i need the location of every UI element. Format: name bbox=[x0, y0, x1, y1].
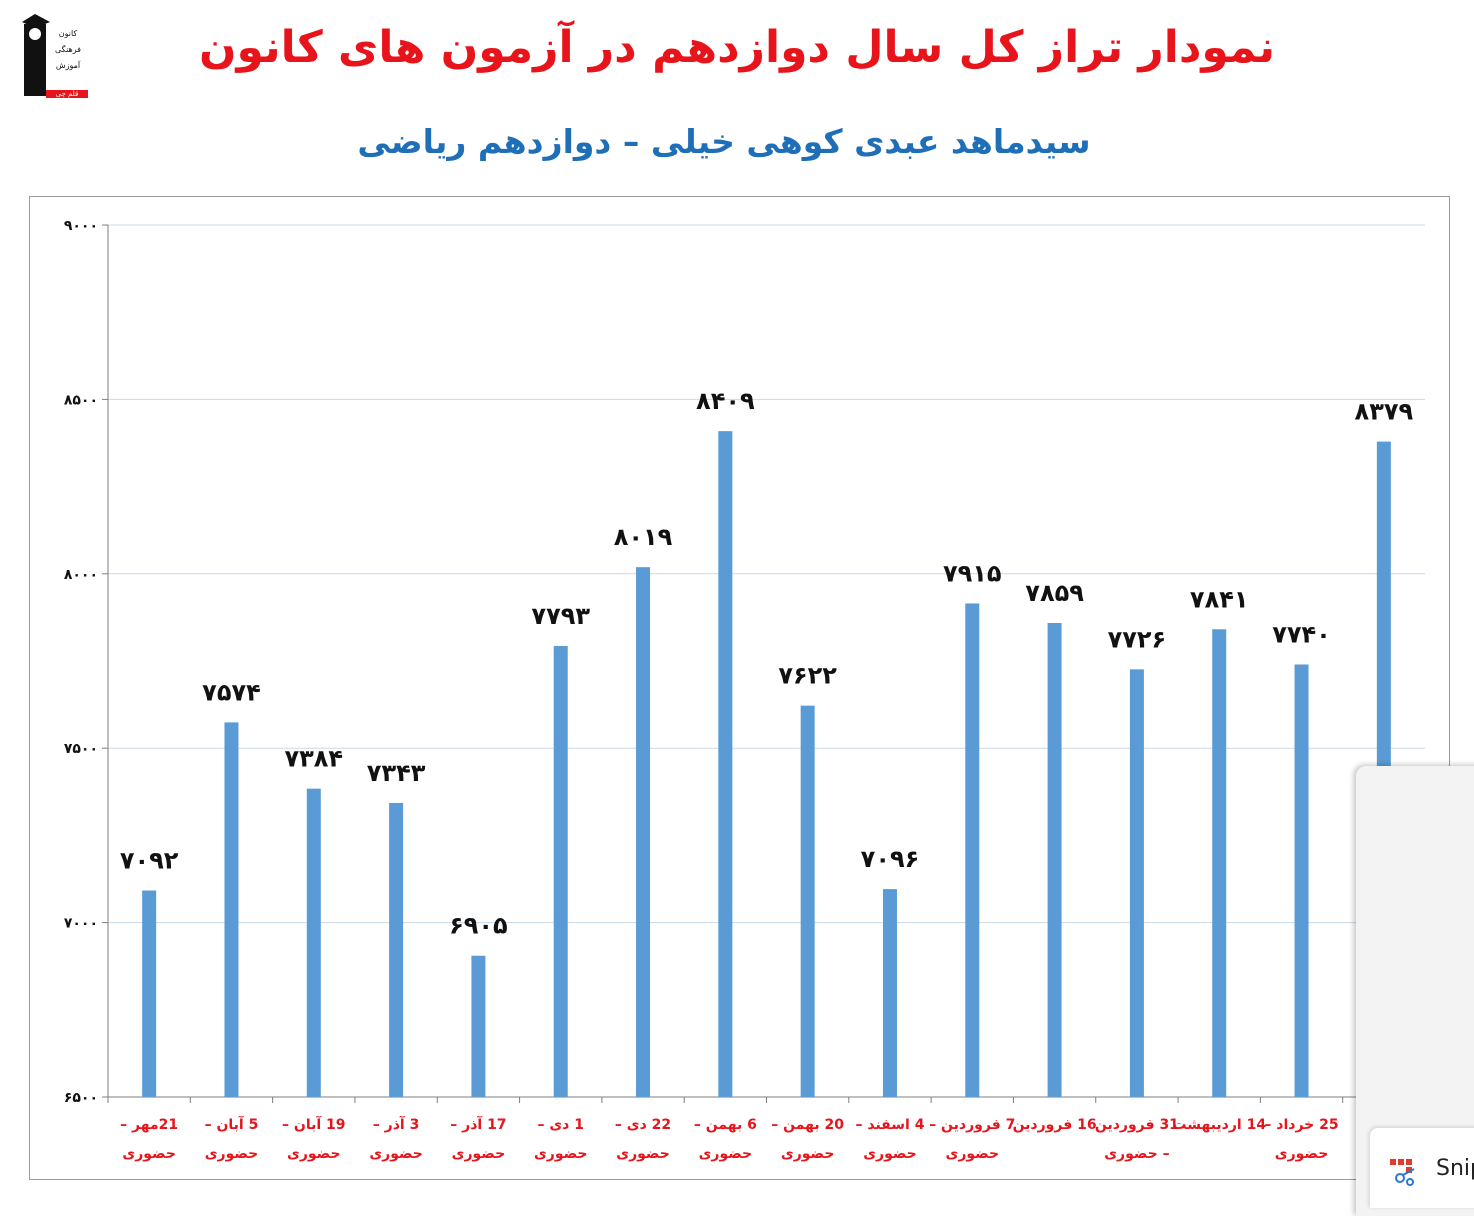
x-tick-label: 6 بهمن – bbox=[694, 1117, 757, 1133]
x-tick-label: حضوری bbox=[369, 1146, 423, 1162]
data-label: ۸۴۰۹ bbox=[696, 387, 755, 415]
data-label: ۷۰۹۲ bbox=[120, 847, 179, 875]
bar bbox=[882, 889, 897, 1097]
x-tick-label: 22 دی – bbox=[615, 1117, 671, 1133]
x-tick-label: – حضوری bbox=[1104, 1146, 1169, 1162]
data-label: ۶۹۰۵ bbox=[449, 912, 508, 940]
x-tick-label: 31 فروردین bbox=[1095, 1117, 1179, 1133]
bar bbox=[1212, 629, 1227, 1097]
y-tick-label: ۶۵۰۰ bbox=[64, 1090, 98, 1106]
logo-text-1: کانون bbox=[59, 29, 78, 38]
x-tick-label: حضوری bbox=[699, 1146, 753, 1162]
data-label: ۸۳۷۹ bbox=[1355, 398, 1414, 426]
x-tick-label: حضوری bbox=[863, 1146, 917, 1162]
bar bbox=[553, 646, 568, 1097]
bar bbox=[389, 802, 404, 1097]
bar bbox=[1294, 664, 1309, 1097]
bar bbox=[142, 890, 157, 1097]
data-label: ۸۰۱۹ bbox=[614, 523, 673, 551]
x-tick-label: 4 اسفند – bbox=[855, 1117, 924, 1133]
data-label: ۷۹۱۵ bbox=[943, 559, 1002, 587]
bar bbox=[306, 788, 321, 1097]
x-tick-label: حضوری bbox=[122, 1146, 176, 1162]
x-tick-label: 20 بهمن – bbox=[771, 1117, 844, 1133]
data-label: ۷۸۴۱ bbox=[1190, 585, 1249, 613]
x-tick-label: 1 دی – bbox=[537, 1117, 584, 1133]
logo-text-4: قلم چی bbox=[56, 90, 79, 98]
data-label: ۷۳۸۴ bbox=[284, 745, 343, 773]
x-tick-label: حضوری bbox=[946, 1146, 1000, 1162]
data-label: ۷۳۴۳ bbox=[367, 759, 426, 787]
data-label: ۷۷۴۰ bbox=[1272, 620, 1331, 648]
y-tick-label: ۸۰۰۰ bbox=[64, 567, 98, 583]
x-tick-label: 5 آبان – bbox=[205, 1115, 259, 1133]
x-tick-label: حضوری bbox=[205, 1146, 259, 1162]
bar bbox=[965, 603, 980, 1097]
bar bbox=[636, 567, 651, 1097]
x-tick-label: 17 آذر – bbox=[450, 1115, 506, 1133]
x-tick-label: حضوری bbox=[287, 1146, 341, 1162]
y-tick-label: ۷۰۰۰ bbox=[64, 916, 98, 932]
kanoon-logo: کانون فرهنگی آموزش قلم چی bbox=[20, 10, 90, 100]
x-tick-label: 3 آذر – bbox=[373, 1115, 420, 1133]
logo-text-3: آموزش bbox=[56, 60, 81, 70]
x-tick-label: 25 خرداد – bbox=[1264, 1117, 1338, 1133]
logo-text-2: فرهنگی bbox=[55, 44, 81, 54]
x-tick-label: 16 فروردین bbox=[1013, 1117, 1097, 1133]
bar bbox=[800, 705, 815, 1097]
x-tick-label: حضوری bbox=[616, 1146, 670, 1162]
data-label: ۷۷۲۶ bbox=[1108, 625, 1167, 653]
x-tick-label: حضوری bbox=[452, 1146, 506, 1162]
snipping-tool-label[interactable]: Snip bbox=[1436, 1156, 1474, 1181]
x-tick-label: 19 آبان – bbox=[282, 1115, 346, 1133]
x-tick-label: 21مهر – bbox=[120, 1117, 178, 1133]
snipping-tool-icon[interactable] bbox=[1388, 1157, 1418, 1187]
data-label: ۷۵۷۴ bbox=[202, 678, 261, 706]
data-label: ۷۷۹۳ bbox=[531, 602, 590, 630]
y-tick-label: ۹۰۰۰ bbox=[64, 218, 98, 234]
bar bbox=[471, 955, 486, 1097]
y-tick-label: ۷۵۰۰ bbox=[64, 741, 98, 757]
bar bbox=[718, 431, 733, 1097]
data-label: ۷۶۲۲ bbox=[778, 662, 837, 690]
x-tick-label: 14 اردیبهشت bbox=[1172, 1117, 1266, 1133]
chart-subtitle: سیدماهد عبدی کوهی خیلی – دوازدهم ریاضی bbox=[357, 122, 1091, 161]
x-tick-label: حضوری bbox=[534, 1146, 588, 1162]
x-tick-label: حضوری bbox=[781, 1146, 835, 1162]
bar bbox=[1129, 669, 1144, 1097]
data-label: ۷۰۹۶ bbox=[861, 845, 920, 873]
snipping-tool-taskbar[interactable] bbox=[1370, 1128, 1474, 1208]
data-label: ۷۸۵۹ bbox=[1025, 579, 1084, 607]
x-tick-label: حضوری bbox=[1275, 1146, 1329, 1162]
y-tick-label: ۸۵۰۰ bbox=[64, 392, 98, 408]
x-tick-label: 7 فروردین – bbox=[929, 1117, 1015, 1133]
bar bbox=[1047, 622, 1062, 1097]
chart-title: نمودار تراز کل سال دوازدهم در آزمون های … bbox=[198, 22, 1276, 73]
bar bbox=[224, 722, 239, 1097]
